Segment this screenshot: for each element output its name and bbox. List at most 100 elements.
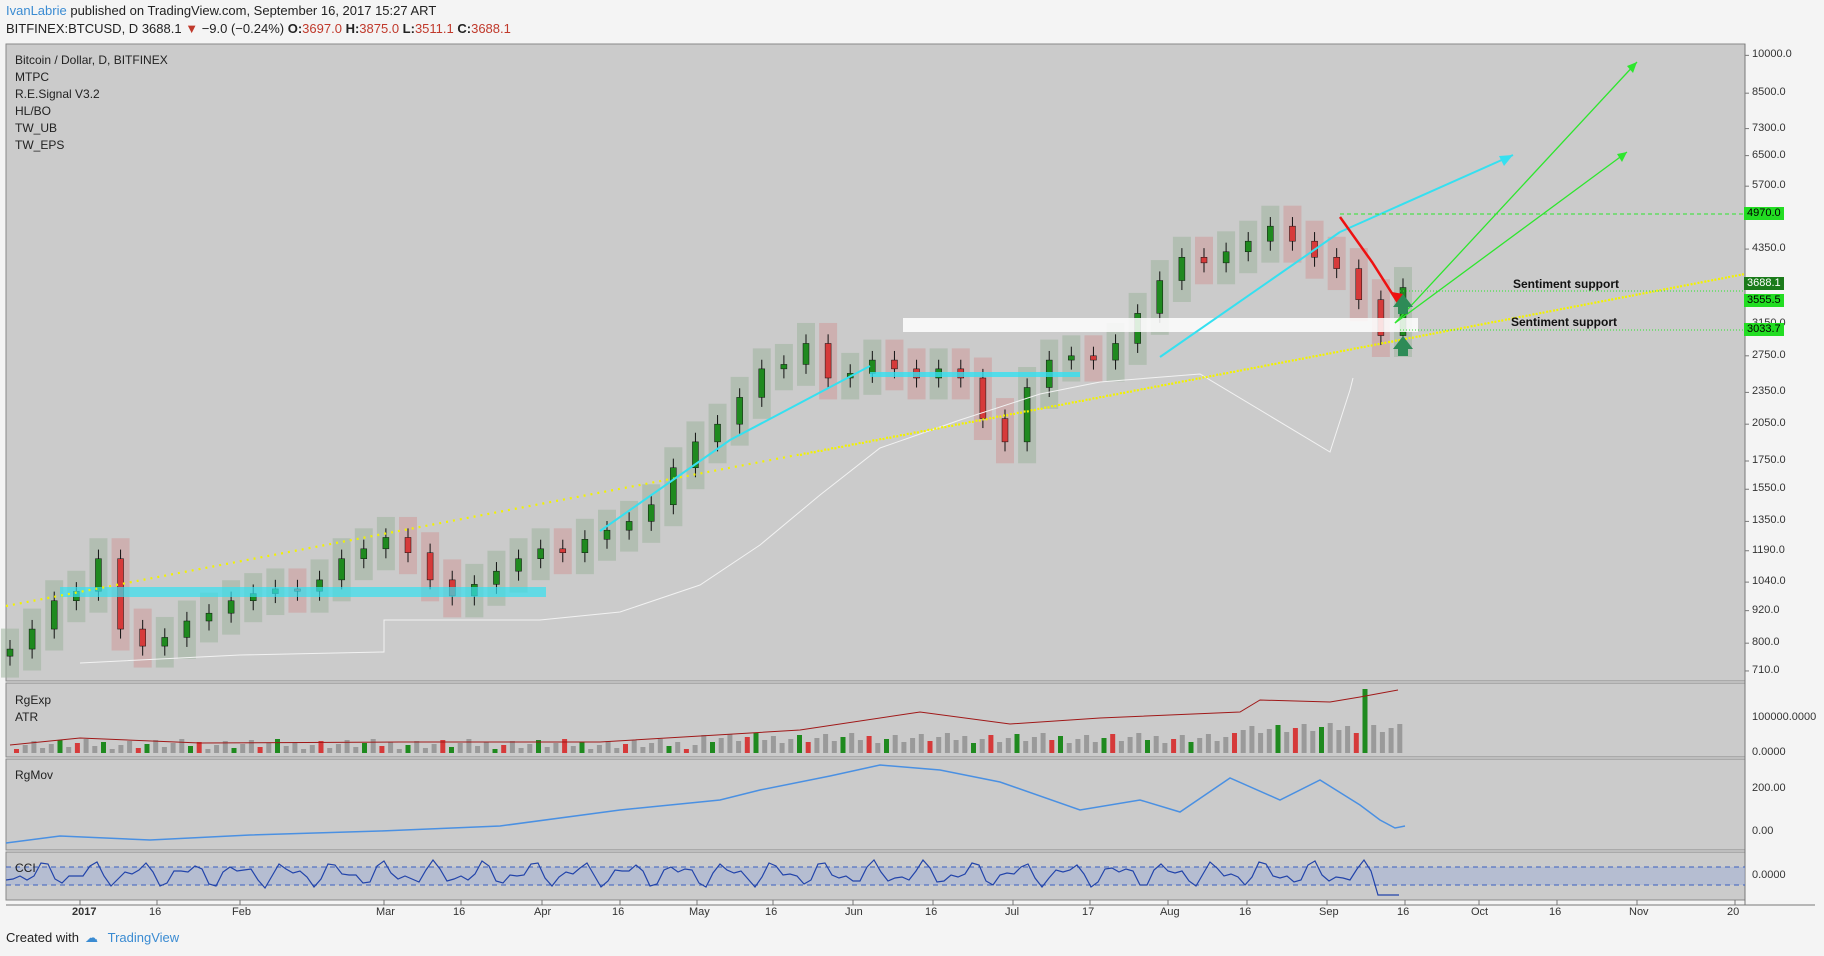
x-tick-label: 16 [453, 906, 466, 918]
rgexp-bar [414, 741, 420, 753]
published-text: published on TradingView.com, September … [70, 3, 437, 18]
close-value: 3688.1 [471, 21, 511, 36]
rgexp-bar [1014, 734, 1020, 753]
rgexp-bar [1353, 733, 1359, 753]
rgexp-bar [631, 740, 637, 753]
x-tick-label: 16 [925, 906, 938, 918]
rgexp-bar [161, 747, 167, 753]
rgexp-bar [1362, 689, 1368, 753]
rgexp-bar [736, 741, 742, 753]
rgexp-bar [1023, 741, 1029, 753]
rgexp-bar [1223, 737, 1229, 753]
rgexp-bar [92, 746, 98, 753]
rgexp-bar [379, 746, 385, 753]
candle-body [139, 628, 146, 647]
y-tick-label-cci: 0.0000 [1752, 869, 1786, 881]
rgexp-bar [1153, 736, 1159, 753]
cyan-zone-2 [870, 372, 1080, 377]
candle-body [736, 397, 743, 425]
candle-body [758, 368, 766, 398]
rgexp-bar [231, 748, 237, 753]
rgexp-bar [1005, 738, 1011, 753]
pane-label-atr[interactable]: ATR [15, 710, 39, 724]
rgexp-bar [475, 746, 481, 753]
y-tick-label: 5700.0 [1752, 179, 1786, 192]
candle-body [1222, 251, 1230, 264]
rgexp-bar [1136, 733, 1142, 753]
rgexp-bar [518, 748, 524, 753]
rgexp-bar [396, 749, 402, 753]
pane-label-rgmov[interactable]: RgMov [15, 768, 54, 782]
y-tick-label: 4350.0 [1752, 242, 1786, 255]
rgexp-bar [570, 746, 576, 753]
rgexp-bar [22, 745, 28, 753]
cci-band [6, 867, 1745, 885]
rgexp-bar [1049, 740, 1055, 753]
pane-label-cci[interactable]: CCI [15, 861, 36, 875]
rgexp-bar [196, 742, 202, 753]
green-up-arrow-1 [1393, 294, 1413, 314]
candle-body [537, 548, 544, 559]
rgexp-bar [701, 735, 707, 753]
rgexp-bar [649, 743, 655, 753]
y-tick-label: 1350.0 [1752, 514, 1786, 527]
candle-body [714, 423, 721, 443]
rgexp-bar [40, 748, 46, 753]
candle-body [802, 343, 810, 365]
legend-resignal[interactable]: R.E.Signal V3.2 [15, 87, 100, 101]
legend-mtpc[interactable]: MTPC [15, 70, 49, 84]
x-tick-label: 2017 [72, 906, 97, 918]
rgexp-bar [101, 742, 106, 753]
legend-tweps[interactable]: TW_EPS [15, 138, 65, 152]
y-tick-label: 2050.0 [1752, 417, 1786, 430]
rgexp-bar [1066, 743, 1072, 753]
rgexp-bar [335, 744, 341, 753]
rgexp-bar [857, 740, 863, 753]
rgexp-bar [979, 739, 985, 753]
candle-body [205, 612, 213, 622]
legend-twub[interactable]: TW_UB [15, 121, 57, 135]
rgexp-bar [910, 738, 916, 753]
rgexp-bar [179, 739, 185, 753]
rgexp-bar [536, 740, 541, 753]
x-tick-label: 16 [765, 906, 778, 918]
rgexp-bar [153, 740, 159, 753]
rgexp-bar [135, 748, 141, 753]
rgexp-bar [1188, 742, 1194, 753]
author-link[interactable]: IvanLabrie [6, 3, 67, 18]
pane-label-rgexp[interactable]: RgExp [15, 693, 52, 707]
rgexp-bar [1110, 734, 1116, 753]
open-value: 3697.0 [302, 21, 342, 36]
rgexp-bar [240, 744, 246, 753]
high-label: H: [345, 21, 360, 36]
rgexp-bar [309, 745, 315, 753]
rgexp-bar [840, 737, 846, 753]
y-tick-label: 800.0 [1752, 636, 1780, 649]
rgexp-bar [675, 742, 681, 753]
rgexp-bar [596, 745, 602, 753]
tradingview-link[interactable]: TradingView [107, 930, 180, 945]
legend-hlbo[interactable]: HL/BO [15, 104, 52, 118]
rgexp-bar [144, 744, 150, 753]
rgexp-bar [1345, 726, 1351, 753]
legend-symbol[interactable]: Bitcoin / Dollar, D, BITFINEX [15, 53, 168, 67]
candle-body [581, 539, 589, 553]
rgexp-bar [1031, 737, 1037, 753]
rgexp-bar [1127, 737, 1133, 753]
y-tick-label: 2350.0 [1752, 385, 1786, 398]
rgexp-bar [466, 739, 472, 753]
candle-body [50, 600, 58, 630]
rgexp-bar [388, 742, 394, 753]
candle-body [426, 552, 434, 581]
candle-body [824, 343, 832, 379]
rgexp-bar [814, 738, 820, 753]
x-tick-label: Feb [232, 906, 251, 918]
candle-body [647, 504, 655, 522]
rgexp-bar [483, 742, 489, 753]
cyan-arrowhead [1499, 155, 1513, 166]
rgexp-bar [797, 735, 802, 753]
candle-body [95, 558, 102, 592]
rgexp-bar [553, 743, 559, 753]
rgexp-bar [1388, 728, 1394, 753]
rgexp-bar [74, 743, 80, 753]
